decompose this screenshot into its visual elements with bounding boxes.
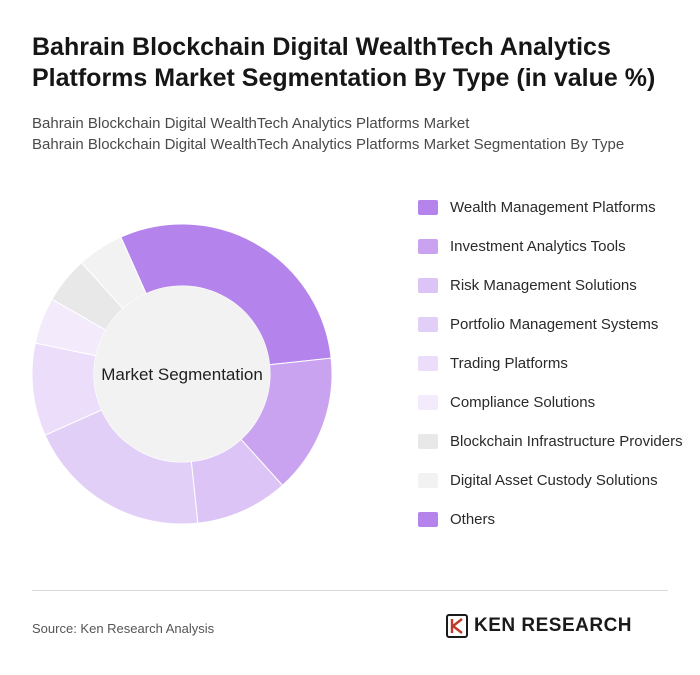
chart-title: Bahrain Blockchain Digital WealthTech An… — [32, 33, 656, 92]
donut-center-label: Market Segmentation — [101, 365, 263, 384]
legend-label: Risk Management Solutions — [450, 277, 637, 294]
legend-label: Digital Asset Custody Solutions — [450, 472, 658, 489]
legend-swatch — [418, 512, 438, 527]
source-note: Source: Ken Research Analysis — [32, 621, 215, 636]
legend-swatch — [418, 317, 438, 332]
legend-item: Wealth Management Platforms — [418, 196, 688, 219]
legend-item: Compliance Solutions — [418, 391, 688, 414]
legend-swatch — [418, 278, 438, 293]
legend-item: Others — [418, 508, 688, 531]
chart-subtitle: Bahrain Blockchain Digital WealthTech An… — [32, 113, 682, 155]
legend-label: Compliance Solutions — [450, 394, 596, 411]
legend-label: Investment Analytics Tools — [450, 238, 626, 255]
legend-item: Portfolio Management Systems — [418, 313, 688, 336]
legend-item: Digital Asset Custody Solutions — [418, 469, 688, 492]
legend-item: Risk Management Solutions — [418, 274, 688, 297]
legend-item: Trading Platforms — [418, 352, 688, 375]
chart-legend: Wealth Management Platforms Investment An… — [418, 196, 688, 547]
ken-research-k-icon — [446, 614, 468, 638]
legend-label: Portfolio Management Systems — [450, 316, 659, 333]
legend-label: Others — [450, 511, 496, 528]
logo-wordmark: KEN RESEARCH — [474, 615, 633, 636]
legend-item: Blockchain Infrastructure Providers — [418, 430, 688, 453]
donut-hole — [94, 286, 270, 462]
subtitle-line-1: Bahrain Blockchain Digital WealthTech An… — [32, 115, 470, 132]
legend-swatch — [418, 395, 438, 410]
subtitle-line-2: Bahrain Blockchain Digital WealthTech An… — [32, 136, 625, 153]
donut-chart-area: Market Segmentation — [0, 190, 390, 570]
legend-label: Trading Platforms — [450, 355, 568, 372]
legend-swatch — [418, 434, 438, 449]
legend-swatch — [418, 200, 438, 215]
ken-research-logo: KEN RESEARCH — [446, 614, 632, 638]
legend-swatch — [418, 239, 438, 254]
donut-chart: Market Segmentation — [31, 223, 333, 525]
legend-swatch — [418, 473, 438, 488]
legend-label: Wealth Management Platforms — [450, 199, 656, 216]
legend-swatch — [418, 356, 438, 371]
footer-divider — [32, 590, 668, 591]
donut-slices — [31, 223, 333, 525]
legend-item: Investment Analytics Tools — [418, 235, 688, 258]
legend-label: Blockchain Infrastructure Providers — [450, 433, 683, 450]
